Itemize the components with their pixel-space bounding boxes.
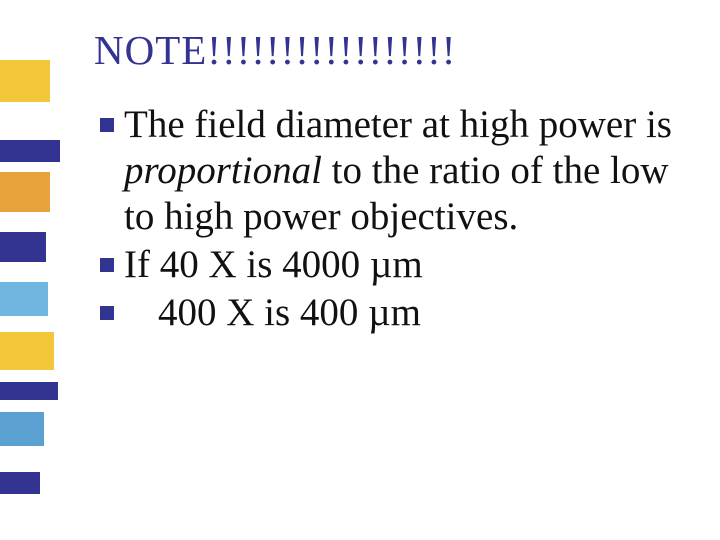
list-item: 400 X is 400 µm (100, 290, 694, 336)
accent-block (0, 382, 58, 400)
bullet-text: If 40 X is 4000 µm (124, 242, 423, 288)
list-item: If 40 X is 4000 µm (100, 242, 694, 288)
bullet-text: The field diameter at high power is prop… (124, 102, 694, 240)
bullet-text: 400 X is 400 µm (124, 290, 421, 336)
accent-block (0, 332, 54, 370)
square-bullet-icon (100, 306, 114, 320)
slide-title: NOTE!!!!!!!!!!!!!!!!! (94, 26, 694, 74)
accent-block (0, 412, 44, 446)
accent-block (0, 232, 46, 262)
bullet-text-line: 400 X is 400 µm (158, 291, 421, 334)
accent-block (0, 172, 50, 212)
accent-block (0, 140, 60, 162)
sidebar-accent (0, 0, 60, 540)
accent-block (0, 60, 50, 102)
square-bullet-icon (100, 118, 114, 132)
square-bullet-icon (100, 258, 114, 272)
accent-block (0, 282, 48, 316)
slide-content: NOTE!!!!!!!!!!!!!!!!! The field diameter… (94, 26, 694, 336)
list-item: The field diameter at high power is prop… (100, 102, 694, 240)
accent-block (0, 472, 40, 494)
bullet-list: The field diameter at high power is prop… (94, 102, 694, 336)
